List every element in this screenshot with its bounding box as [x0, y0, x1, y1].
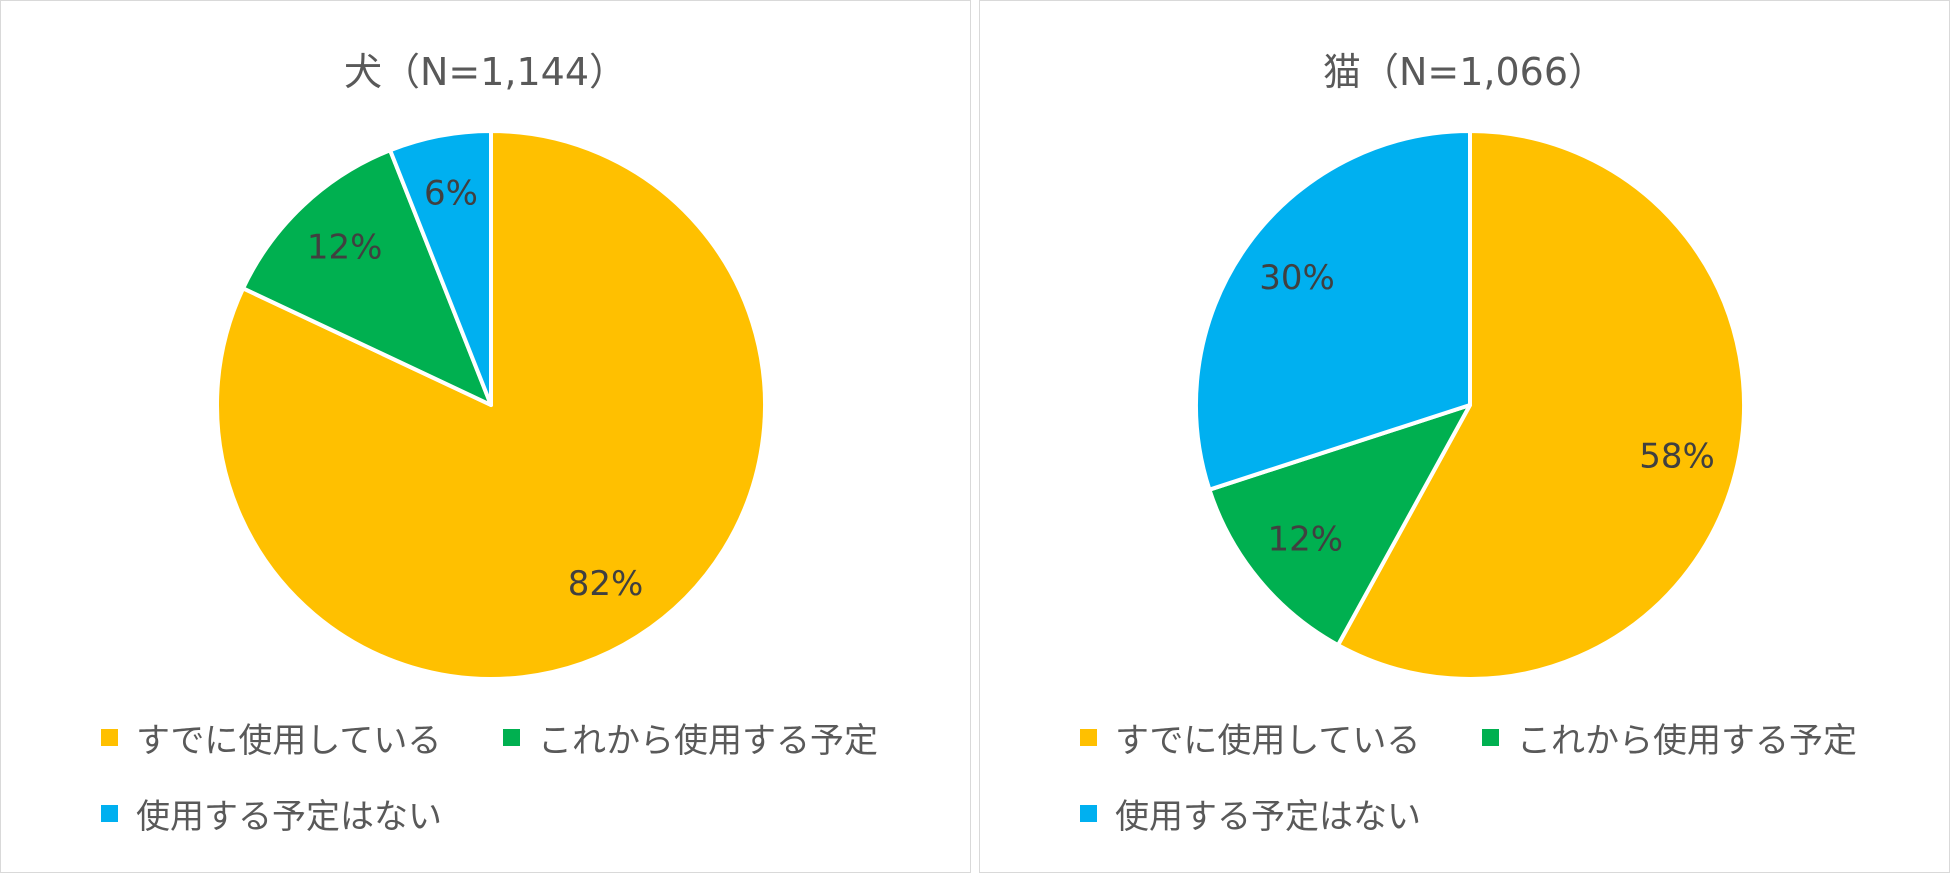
pie-data-label: 6%: [424, 174, 478, 214]
pie-data-label: 30%: [1259, 258, 1335, 298]
pie-slice-plan-to-use: [241, 148, 493, 407]
legend-label: すでに使用している: [1115, 721, 1421, 761]
legend-item-no-plan: 使用する予定はない: [101, 789, 442, 838]
cat-chart-panel: 猫（N=1,066） 58% 12% 30% すでに使用している これから使用する予…: [979, 0, 1950, 873]
legend-swatch-already-using: [1080, 729, 1097, 746]
chart-title: 犬（N=1,144）: [343, 50, 628, 94]
legend-label: これから使用する予定: [538, 721, 878, 761]
legend-item-plan-to-use: これから使用する予定: [1482, 713, 1857, 762]
pie-slice-already-using: [1336, 129, 1746, 681]
pie-data-label: 12%: [1268, 520, 1344, 560]
legend-swatch-plan-to-use: [503, 729, 520, 746]
pie-slice-no-plan: [388, 129, 493, 407]
pie-data-label: 58%: [1639, 437, 1715, 477]
cat-pie-chart: 58% 12% 30%: [1194, 129, 1746, 681]
legend-item-already-using: すでに使用している: [1080, 713, 1420, 762]
pie-slice-no-plan: [1194, 129, 1472, 492]
legend-label: 使用する予定はない: [1115, 797, 1421, 837]
legend-item-no-plan: 使用する予定はない: [1080, 789, 1421, 838]
dog-chart-panel: 犬（N=1,144） 82% 12% 6% すでに使用している これから使用する予定…: [0, 0, 971, 873]
legend-swatch-plan-to-use: [1482, 729, 1499, 746]
legend-item-plan-to-use: これから使用する予定: [503, 713, 878, 762]
legend-swatch-no-plan: [101, 805, 118, 822]
legend-label: これから使用する予定: [1517, 721, 1857, 761]
legend-swatch-already-using: [101, 729, 118, 746]
dog-pie-chart: 82% 12% 6%: [215, 129, 767, 681]
pie-slice-plan-to-use: [1207, 403, 1472, 648]
legend-swatch-no-plan: [1080, 805, 1097, 822]
pie-data-label: 12%: [307, 228, 383, 268]
pie-data-label: 82%: [568, 564, 644, 604]
legend-label: 使用する予定はない: [136, 797, 442, 837]
chart-title: 猫（N=1,066）: [1322, 50, 1607, 94]
legend-label: すでに使用している: [136, 721, 442, 761]
legend-item-already-using: すでに使用している: [101, 713, 441, 762]
